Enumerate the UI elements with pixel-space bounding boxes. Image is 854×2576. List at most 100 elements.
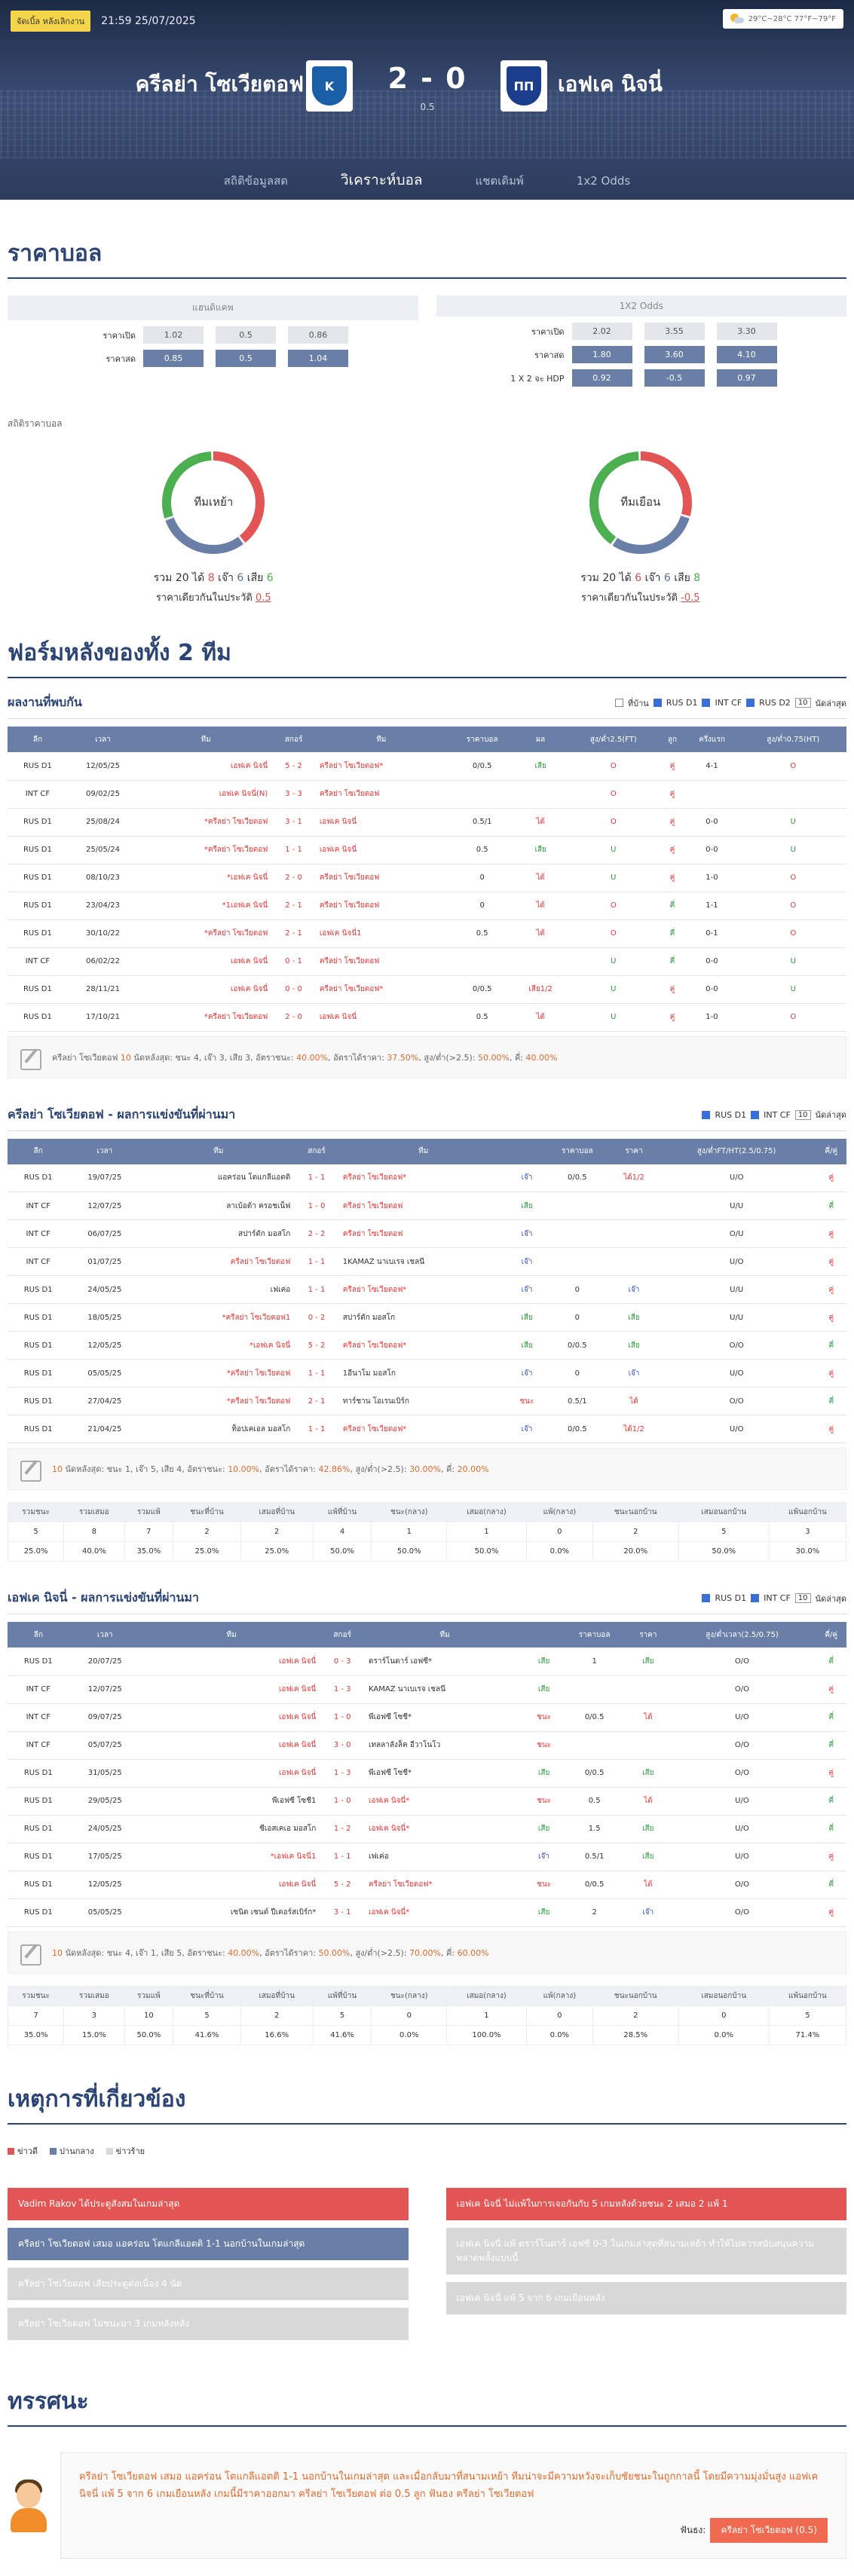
h2h-cell[interactable]: ครีลย่า โซเวียตอฟ <box>313 864 450 892</box>
news-item[interactable]: ครีลย่า โซเวียตอฟ เสียประตูต่อเนื่อง 4 น… <box>8 2267 409 2300</box>
home-form-col-header[interactable]: ทีม <box>140 1138 297 1164</box>
h2h-cell[interactable]: *ครีลย่า โซเวียตอฟ <box>138 836 274 864</box>
away-form-cell[interactable]: ครีลย่า โซเวียตอฟ* <box>363 1871 528 1899</box>
table-row[interactable]: RUS D1 17/10/21 *ครีลย่า โซเวียตอฟ 2 - 0 เอฟ… <box>8 1003 846 1032</box>
asian-odds-value[interactable]: 0.5 <box>216 326 276 344</box>
h2h-cell[interactable]: ครีลย่า โซเวียตอฟ* <box>313 975 450 1004</box>
h2h-col-header[interactable]: ทีม <box>138 727 274 752</box>
away-form-cell[interactable]: เอฟเค นิจนี่ <box>140 1731 323 1760</box>
home-form-cell[interactable]: สปาร์ตัก มอสโก <box>140 1219 297 1248</box>
euro-odds-value[interactable]: -0.5 <box>644 369 705 387</box>
home-form-cell[interactable]: ครีลย่า โซเวียตอฟ* <box>336 1164 510 1192</box>
away-form-cell[interactable]: เอฟเค นิจนี่* <box>363 1787 528 1816</box>
away-form-col-header[interactable]: คี่/คู่ <box>816 1622 846 1647</box>
table-row[interactable]: RUS D1 27/04/25 *ครีลย่า โซเวียตอฟ 2 - 1 ทาร… <box>8 1387 846 1415</box>
h2h-cell[interactable]: ครีลย่า โซเวียตอฟ <box>313 947 450 976</box>
home-form-col-header[interactable]: คี่/คู่ <box>816 1138 846 1164</box>
table-row[interactable]: INT CF 05/07/25 เอฟเค นิจนี่ 3 - 0 เทลลาลังล… <box>8 1731 846 1760</box>
h2h-cell[interactable]: *ครีลย่า โซเวียตอฟ <box>138 1003 274 1032</box>
prediction-badge[interactable]: ครีลย่า โซเวียตอฟ (0.5) <box>710 2518 828 2544</box>
away-form-col-header[interactable]: สกอร์ <box>322 1622 363 1647</box>
table-row[interactable]: INT CF 12/07/25 ลาเบ้อต้า ครอชเน็ฟ 1 - 0 ครี… <box>8 1192 846 1220</box>
table-row[interactable]: RUS D1 20/07/25 เอฟเค นิจนี่ 0 - 3 ดราร์โนดา… <box>8 1647 846 1676</box>
away-form-col-header[interactable]: ทีม <box>140 1622 323 1647</box>
away-filter-int-cf-checkbox[interactable] <box>751 1594 760 1602</box>
news-item[interactable]: ครีลย่า โซเวียตอฟ เสมอ แอคร่อน โตแกลีแอต… <box>8 2227 409 2260</box>
home-filter-rus-d1-checkbox[interactable] <box>702 1110 711 1119</box>
h2h-col-header[interactable]: ลีก <box>8 727 68 752</box>
away-form-cell[interactable]: ดราร์โนดาร์ เอฟซี* <box>363 1647 528 1676</box>
h2h-col-header[interactable]: ผล <box>515 727 566 752</box>
h2h-cell[interactable]: ครีลย่า โซเวียตอฟ* <box>313 752 450 781</box>
home-form-cell[interactable]: 1อีนาโม มอสโก <box>336 1359 510 1387</box>
table-row[interactable]: RUS D1 24/05/25 เฟเค่อ 1 - 1 ครีลย่า โซเวียต… <box>8 1275 846 1304</box>
away-form-cell[interactable]: พีเอฟซี โซชี1 <box>140 1787 323 1816</box>
home-form-col-header[interactable]: ทีม <box>336 1138 510 1164</box>
h2h-col-header[interactable]: สูง/ต่ำ2.5(FT) <box>566 727 661 752</box>
euro-odds-value[interactable]: 2.02 <box>571 323 632 340</box>
h2h-col-header[interactable]: เวลา <box>67 727 139 752</box>
away-form-col-header[interactable]: เวลา <box>69 1622 141 1647</box>
away-team-name[interactable]: เอฟเค นิจนี่ <box>558 72 663 96</box>
away-form-cell[interactable]: เอฟเค นิจนี่* <box>363 1898 528 1927</box>
asian-odds-value[interactable]: 0.5 <box>216 350 276 367</box>
home-form-cell[interactable]: ทาร์ชาน โอเรนเบิร์ก <box>336 1387 510 1415</box>
away-form-col-header[interactable]: ทีม <box>363 1622 528 1647</box>
filter-home-checkbox[interactable] <box>614 699 623 707</box>
away-form-count-select[interactable]: 10 <box>794 1593 811 1603</box>
euro-odds-value[interactable]: 3.30 <box>716 323 777 340</box>
home-form-col-header[interactable]: ราคา <box>611 1138 657 1164</box>
away-form-cell[interactable]: เอฟเค นิจนี่* <box>363 1815 528 1843</box>
away-form-cell[interactable]: เอฟเค นิจนี่ <box>140 1871 323 1899</box>
away-form-cell[interactable]: เทลลาลังล็ค อีวาโนโว <box>363 1731 528 1760</box>
away-team-crest[interactable]: ПП <box>500 60 547 112</box>
h2h-count-select[interactable]: 10 <box>794 698 811 708</box>
home-form-cell[interactable]: *เอฟเค นิจนี่ <box>140 1331 297 1360</box>
away-form-cell[interactable]: เซนิต เซนต์ ปีเตอร์สเบิร์ก* <box>140 1898 323 1927</box>
asian-odds-value[interactable]: 1.04 <box>288 350 348 367</box>
table-row[interactable]: RUS D1 08/10/23 *เอฟเค นิจนี่ 2 - 0 ครีลย่า … <box>8 864 846 892</box>
away-form-cell[interactable]: เอฟเค นิจนี่ <box>140 1703 323 1732</box>
away-form-col-header[interactable]: ราคาบอล <box>561 1622 629 1647</box>
table-row[interactable]: RUS D1 24/05/25 ซีเอสเคเอ มอสโก 1 - 2 เอฟเค … <box>8 1815 846 1843</box>
asian-odds-value[interactable]: 0.86 <box>288 326 348 344</box>
asian-odds-value[interactable]: 0.85 <box>143 350 204 367</box>
h2h-cell[interactable]: เอฟเค นิจนี่1 <box>313 919 450 948</box>
h2h-cell[interactable]: ครีลย่า โซเวียตอฟ <box>313 780 450 809</box>
h2h-col-header[interactable]: ทีม <box>313 727 450 752</box>
home-filter-int-cf-checkbox[interactable] <box>751 1110 760 1119</box>
away-form-cell[interactable]: เอฟเค นิจนี่ <box>140 1759 323 1788</box>
news-item[interactable]: Vadim Rakov ได้ประตูสังสมในเกมล่าสุด <box>8 2187 409 2220</box>
table-row[interactable]: RUS D1 05/05/25 เซนิต เซนต์ ปีเตอร์สเบิร์ก… <box>8 1898 846 1927</box>
h2h-col-header[interactable]: ลูก <box>660 727 684 752</box>
home-form-col-header[interactable]: เวลา <box>69 1138 141 1164</box>
home-form-cell[interactable]: *ครีลย่า โซเวียตอฟ1 <box>140 1303 297 1332</box>
away-form-cell[interactable]: ซีเอสเคเอ มอสโก <box>140 1815 323 1843</box>
table-row[interactable]: INT CF 06/07/25 สปาร์ตัก มอสโก 2 - 2 ครีลย่า… <box>8 1219 846 1248</box>
away-form-cell[interactable]: KAMAZ นาเบเรจ เชลนี <box>363 1675 528 1704</box>
news-item[interactable]: ครีลย่า โซเวียตอฟ ไม่ชนะมา 3 เกมหลังหลัง <box>8 2307 409 2340</box>
home-form-cell[interactable]: ครีลย่า โซเวียตอฟ* <box>336 1275 510 1304</box>
home-form-col-header[interactable]: สูง/ต่ำFT/HT(2.5/0.75) <box>657 1138 816 1164</box>
table-row[interactable]: RUS D1 19/07/25 แอคร่อน โตแกลีแอตติ 1 - 1 คร… <box>8 1164 846 1192</box>
table-row[interactable]: RUS D1 28/11/21 เอฟเค นิจนี่ 0 - 0 ครีลย่า โ… <box>8 975 846 1004</box>
asian-odds-value[interactable]: 1.02 <box>143 326 204 344</box>
home-form-cell[interactable]: สปาร์ตัก มอสโก <box>336 1303 510 1332</box>
home-form-cell[interactable]: เฟเค่อ <box>140 1275 297 1304</box>
away-form-col-header[interactable]: ราคา <box>628 1622 669 1647</box>
home-form-col-header[interactable] <box>510 1138 544 1164</box>
euro-odds-value[interactable]: 3.60 <box>644 346 705 363</box>
h2h-col-header[interactable]: สูง/ต่ำ0.75(HT) <box>739 727 846 752</box>
tab-analysis[interactable]: วิเคราะห์บอล <box>341 160 423 200</box>
euro-odds-value[interactable]: 3.55 <box>644 323 705 340</box>
home-form-col-header[interactable]: สกอร์ <box>296 1138 337 1164</box>
h2h-cell[interactable]: *เอฟเค นิจนี่ <box>138 864 274 892</box>
h2h-cell[interactable]: เอฟเค นิจนี่ <box>313 1003 450 1032</box>
h2h-cell[interactable]: เอฟเค นิจนี่ <box>138 975 274 1004</box>
table-row[interactable]: RUS D1 12/05/25 เอฟเค นิจนี่ 5 - 2 ครีลย่า โ… <box>8 1871 846 1899</box>
tab-live-stats[interactable]: สถิติข้อมูลสด <box>223 174 288 188</box>
h2h-col-header[interactable]: ครึ่งแรก <box>684 727 740 752</box>
tab-1x2-odds[interactable]: 1x2 Odds <box>576 174 631 188</box>
away-filter-rus-d1-checkbox[interactable] <box>702 1594 711 1602</box>
h2h-cell[interactable]: *1เอฟเค นิจนี่ <box>138 892 274 920</box>
